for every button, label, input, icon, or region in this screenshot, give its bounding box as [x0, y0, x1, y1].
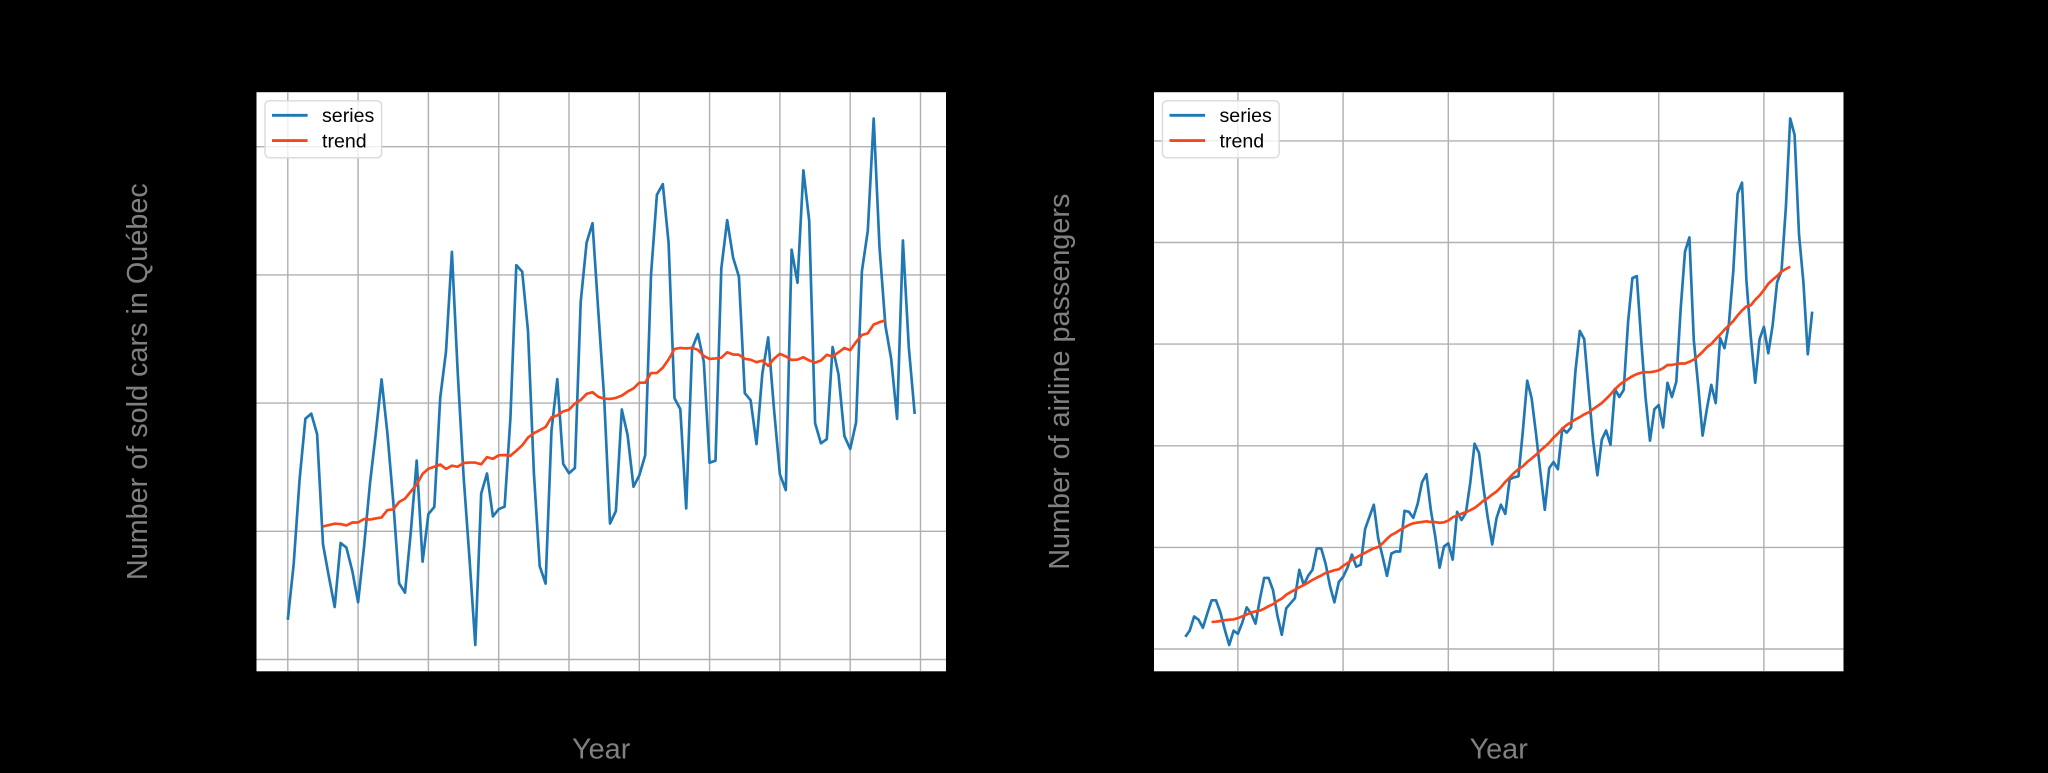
svg-text:Number of airline passengers: Number of airline passengers [1044, 194, 1076, 570]
svg-text:Year: Year [572, 733, 631, 765]
svg-text:Number of sold cars in Québec: Number of sold cars in Québec [122, 183, 154, 580]
svg-text:trend: trend [322, 131, 367, 153]
svg-text:series: series [322, 105, 374, 127]
svg-text:Year: Year [1470, 733, 1529, 765]
svg-text:trend: trend [1220, 131, 1265, 153]
svg-text:series: series [1220, 105, 1272, 127]
